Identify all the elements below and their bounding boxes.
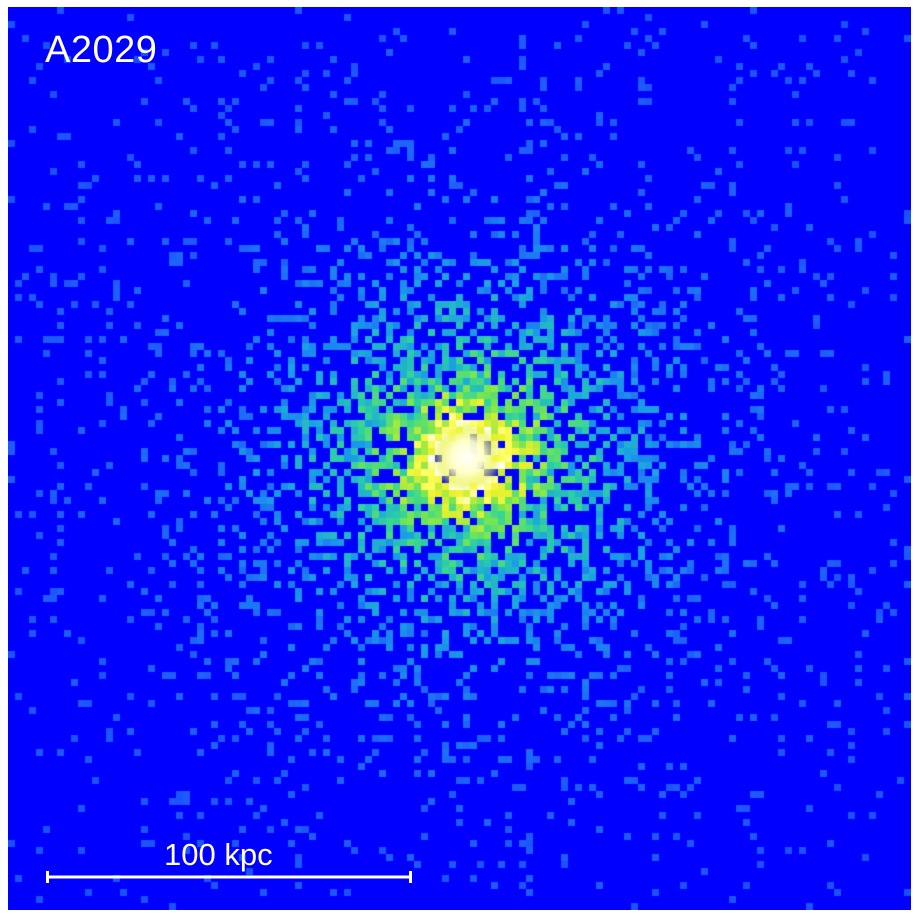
scale-bar (46, 871, 412, 883)
xray-image-panel: A2029 100 kpc (8, 7, 911, 910)
cluster-name-label: A2029 (45, 29, 158, 71)
xray-cluster-image (8, 7, 911, 910)
scale-bar-label: 100 kpc (164, 837, 273, 872)
